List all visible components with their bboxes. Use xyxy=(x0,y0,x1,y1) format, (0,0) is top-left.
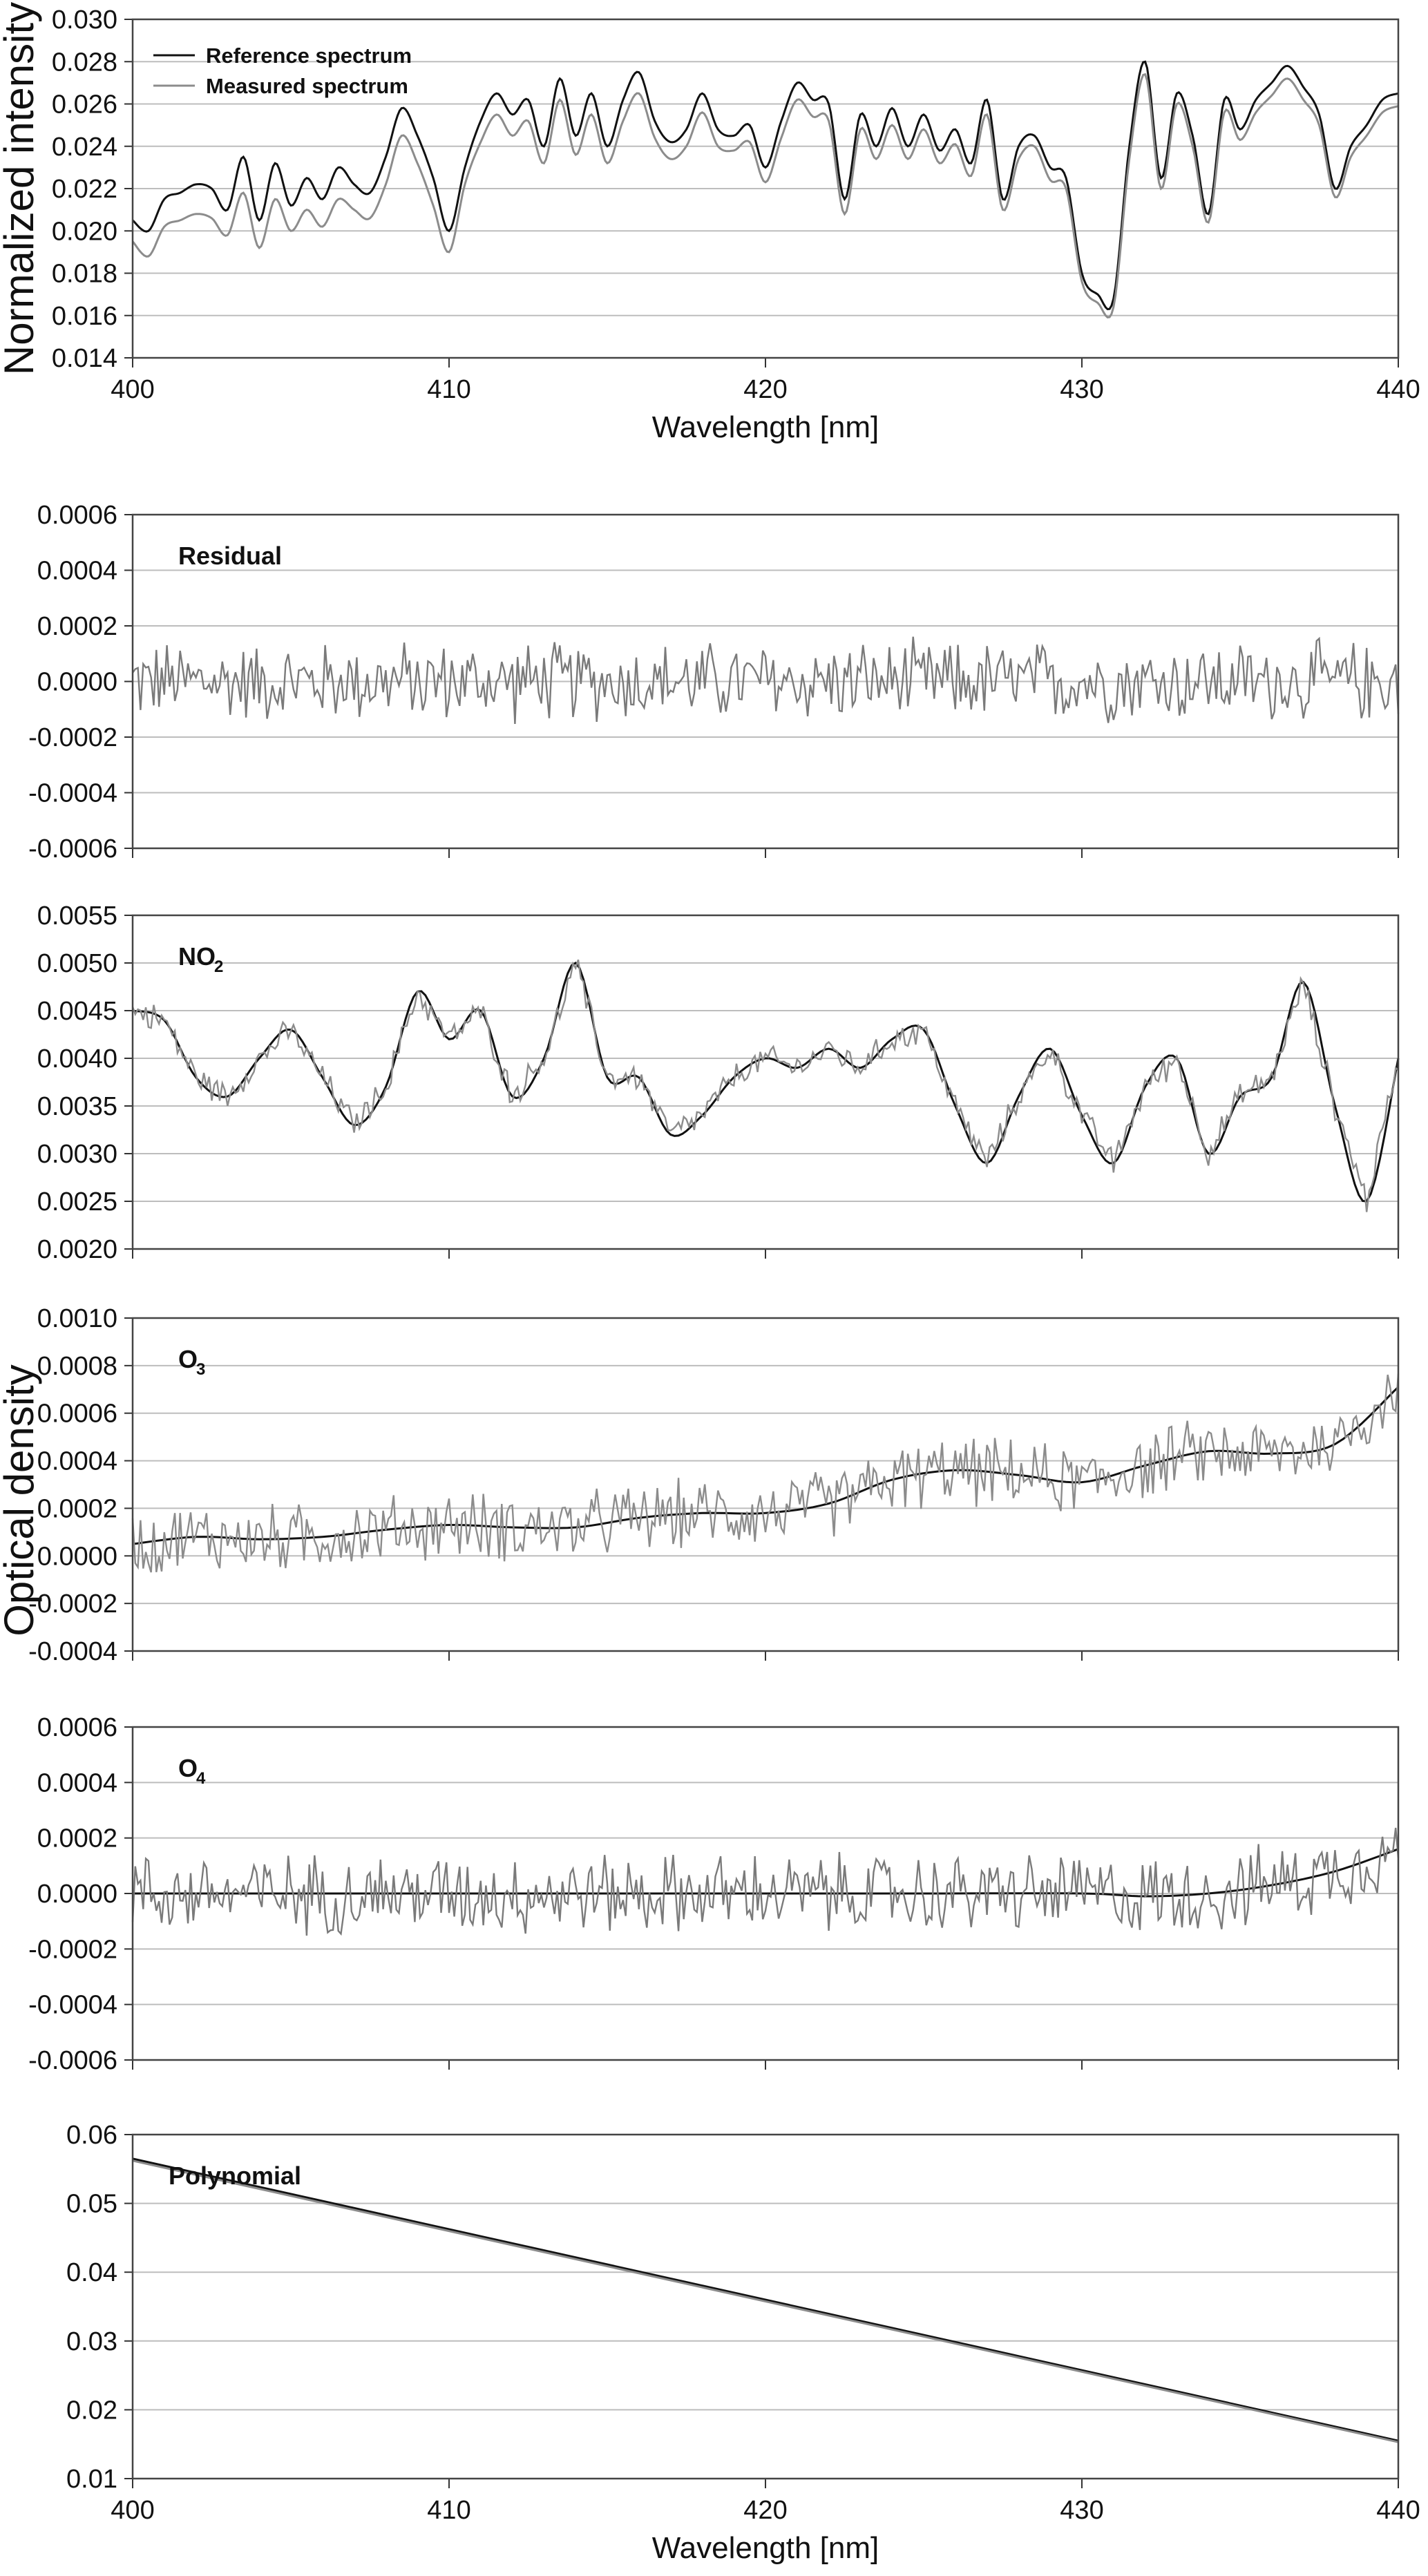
y-tick-label: -0.0004 xyxy=(28,1991,117,2020)
panel-label: O xyxy=(178,1754,198,1782)
panel-label: Residual xyxy=(178,542,282,570)
panel-label: NO xyxy=(178,942,216,971)
panel-label-subscript: 2 xyxy=(214,957,223,976)
y-tick-label: 0.0008 xyxy=(37,1352,117,1381)
y-tick-label: 0.0000 xyxy=(37,668,117,697)
y-tick-label: -0.0006 xyxy=(28,834,117,864)
y-tick-label: 0.018 xyxy=(52,260,117,289)
panel-intensity: 0.014 0.016 0.018 0.020 0.022 0.024 0.026 0.028… xyxy=(0,2,1420,444)
series-line-0 xyxy=(132,1386,1400,1545)
panel-label: O xyxy=(178,1345,198,1373)
y-tick-label: 0.03 xyxy=(66,2327,117,2356)
y-tick-label: 0.0030 xyxy=(37,1140,117,1169)
y-tick-label: 0.026 xyxy=(52,90,117,120)
panel-label-subscript: 3 xyxy=(196,1360,205,1379)
plot-frame xyxy=(131,2133,1400,2480)
y-tick-label: 0.030 xyxy=(52,6,117,35)
y-tick-label: 0.0020 xyxy=(37,1235,117,1264)
y-tick-label: 0.0010 xyxy=(37,1304,117,1333)
y-tick-label: 0.024 xyxy=(52,133,117,162)
panel-label-subscript: 4 xyxy=(196,1769,206,1788)
legend-label: Measured spectrum xyxy=(206,74,408,98)
y-tick-label: -0.0006 xyxy=(28,2046,117,2075)
legend-label: Reference spectrum xyxy=(206,44,412,68)
series-line-1 xyxy=(131,1827,1400,1936)
y-tick-label: 0.0004 xyxy=(37,1447,117,1476)
x-tick-label: 440 xyxy=(1376,375,1420,404)
series-line-0 xyxy=(132,962,1400,1203)
series-line-1 xyxy=(132,2159,1399,2443)
y-tick-label: 0.0006 xyxy=(37,501,117,530)
y-tick-label: 0.014 xyxy=(52,344,117,373)
x-axis-title: Wavelength [nm] xyxy=(652,410,879,444)
y-tick-label: -0.0004 xyxy=(28,1637,117,1666)
y-tick-label: 0.022 xyxy=(52,175,117,204)
y-tick-label: 0.06 xyxy=(66,2121,117,2150)
plot-frame xyxy=(131,513,1400,850)
y-tick-label: 0.0002 xyxy=(37,1824,117,1853)
y-tick-label: -0.0002 xyxy=(28,723,117,752)
series-line-1 xyxy=(131,1373,1400,1573)
series-line-0 xyxy=(133,1848,1399,1898)
series-line-0 xyxy=(132,60,1399,311)
plot-frame xyxy=(131,18,1400,359)
y-tick-label: 0.0002 xyxy=(37,1494,117,1523)
panel-residual: -0.0006 -0.0004 -0.0002 0.0000 0.0002 0.0004 0… xyxy=(28,501,1400,864)
panel-o3: -0.0004 -0.0002 0.0000 0.0002 0.0004 0.0006 0.… xyxy=(28,1304,1400,1666)
y-tick-label: -0.0002 xyxy=(28,1935,117,1964)
y-tick-label: 0.0055 xyxy=(37,901,117,931)
series-line-1 xyxy=(131,73,1399,318)
y-tick-label: 0.0002 xyxy=(37,612,117,641)
panel-no2: 0.0020 0.0025 0.0030 0.0035 0.0040 0.0045 0.00… xyxy=(37,901,1400,1264)
panel-o4: -0.0006 -0.0004 -0.0002 0.0000 0.0002 0.0004 0… xyxy=(28,1713,1400,2075)
y-tick-label: 0.0025 xyxy=(37,1187,117,1217)
x-tick-label: 410 xyxy=(427,2496,470,2525)
x-axis-title: Wavelength [nm] xyxy=(652,2531,879,2565)
x-tick-label: 420 xyxy=(743,2496,787,2525)
y-tick-label: 0.028 xyxy=(52,48,117,77)
y-tick-label: 0.04 xyxy=(66,2258,117,2287)
y-tick-label: 0.0035 xyxy=(37,1092,117,1121)
x-tick-label: 430 xyxy=(1060,2496,1103,2525)
series-line-0 xyxy=(132,636,1400,724)
plot-frame xyxy=(131,1317,1400,1652)
y-tick-label: 0.016 xyxy=(52,302,117,331)
panel-label: Polynomial xyxy=(169,2162,301,2190)
x-tick-label: 400 xyxy=(111,375,154,404)
plot-frame xyxy=(131,914,1400,1250)
x-tick-label: 400 xyxy=(111,2496,154,2525)
y-tick-label: 0.0006 xyxy=(37,1400,117,1429)
y-tick-label: 0.0045 xyxy=(37,997,117,1026)
y-tick-label: 0.020 xyxy=(52,217,117,246)
y-tick-label: -0.0002 xyxy=(28,1590,117,1619)
y-tick-label: 0.0050 xyxy=(37,949,117,978)
plot-frame xyxy=(131,1726,1400,2061)
y-tick-label: 0.05 xyxy=(66,2190,117,2219)
y-tick-label: 0.0000 xyxy=(37,1880,117,1909)
y-tick-label: 0.0004 xyxy=(37,557,117,586)
x-tick-label: 440 xyxy=(1376,2496,1420,2525)
shared-y-axis-title: Optical density xyxy=(0,1364,42,1637)
x-tick-label: 420 xyxy=(743,375,787,404)
panel-polynomial: 0.01 0.02 0.03 0.04 0.05 0.06 Polynomial 400 410… xyxy=(66,2121,1420,2565)
y-tick-label: 0.0006 xyxy=(37,1713,117,1742)
y-tick-label: 0.01 xyxy=(66,2465,117,2494)
y-tick-label: 0.0004 xyxy=(37,1768,117,1797)
series-line-0 xyxy=(132,2157,1399,2442)
y-tick-label: 0.0000 xyxy=(37,1542,117,1571)
y-tick-label: -0.0004 xyxy=(28,779,117,808)
y-tick-label: 0.0040 xyxy=(37,1044,117,1074)
x-tick-label: 410 xyxy=(427,375,470,404)
x-tick-label: 430 xyxy=(1060,375,1103,404)
y-tick-label: 0.02 xyxy=(66,2396,117,2425)
series-line-1 xyxy=(131,960,1399,1212)
y-axis-title: Normalized intensity xyxy=(0,2,42,375)
